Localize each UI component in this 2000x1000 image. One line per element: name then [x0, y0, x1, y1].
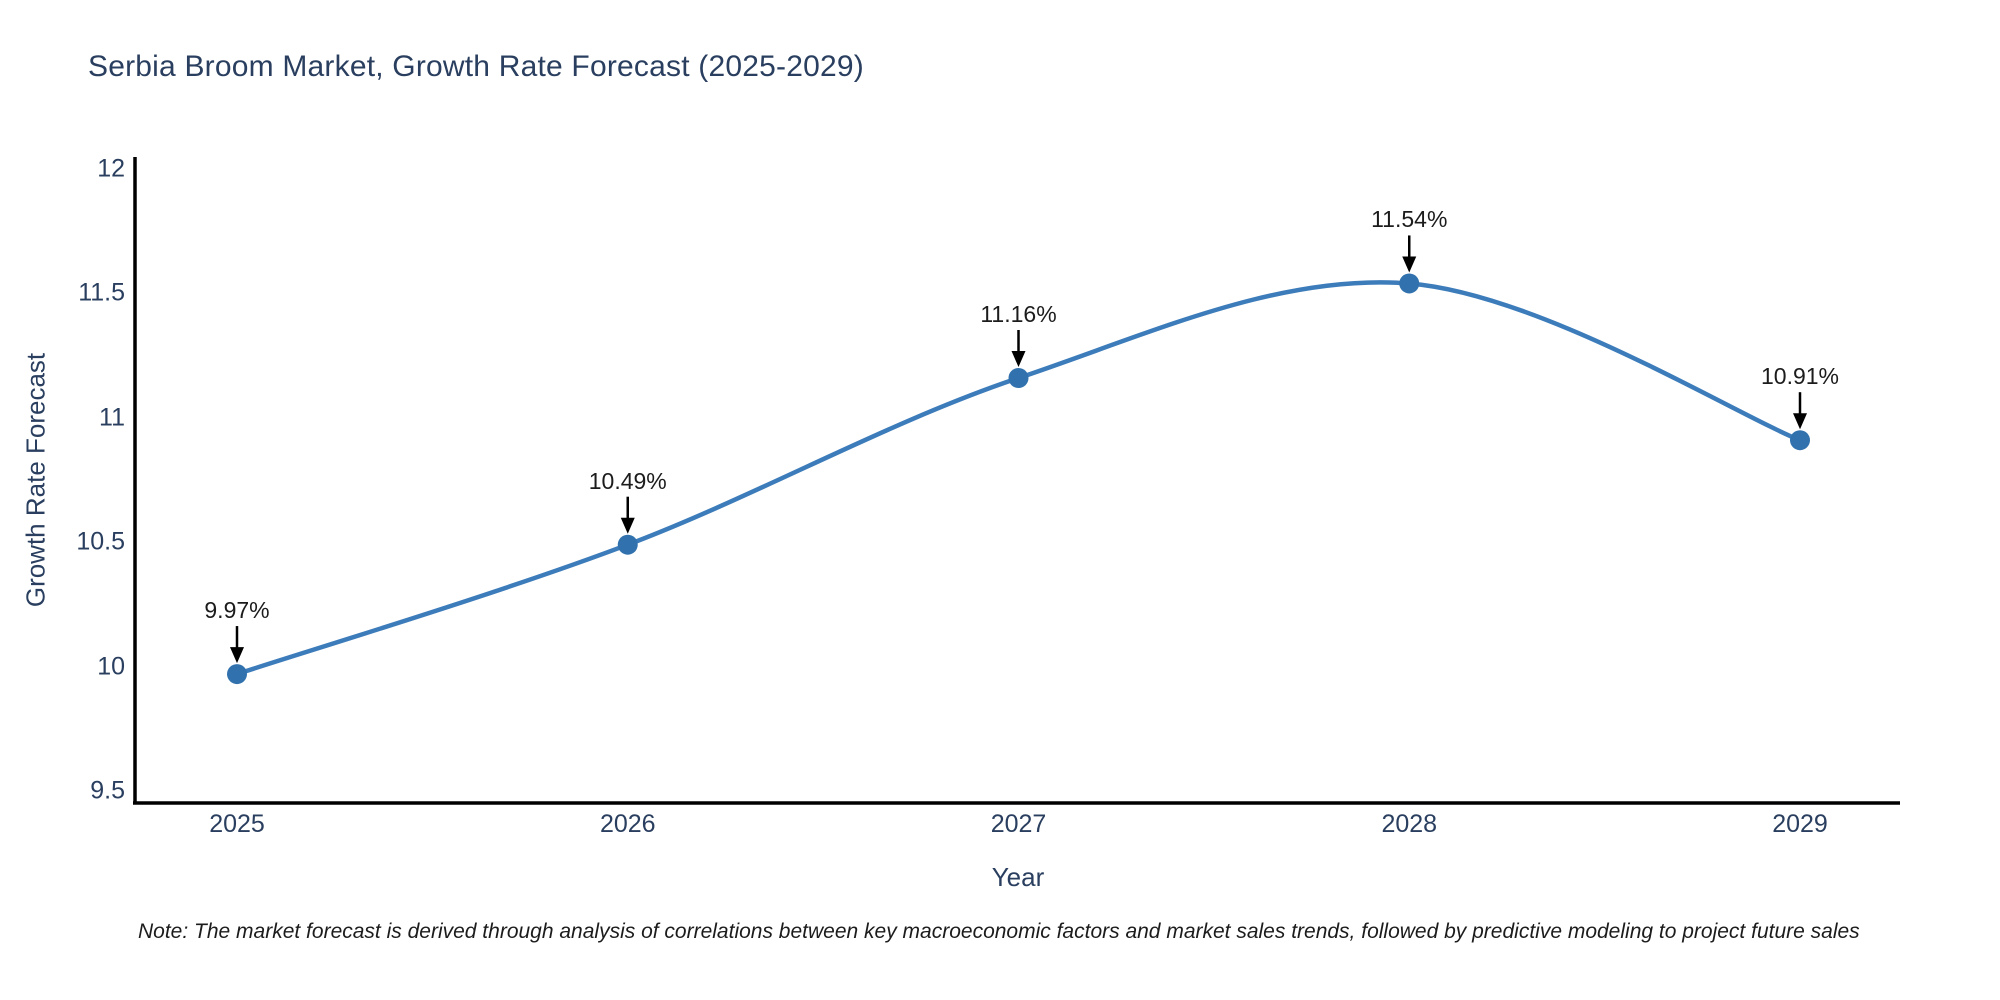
- annotation-arrow-head: [1793, 413, 1807, 430]
- data-point-marker: [1008, 367, 1029, 388]
- y-tick-label: 11.5: [78, 278, 125, 307]
- y-tick-label: 12: [97, 154, 125, 183]
- point-value-label: 10.91%: [1760, 363, 1840, 390]
- point-value-label: 11.16%: [980, 300, 1057, 327]
- footnote: Note: The market forecast is derived thr…: [138, 920, 1860, 943]
- y-tick-label: 10: [97, 652, 125, 681]
- annotation-arrow-head: [1011, 350, 1026, 367]
- data-point-marker: [1790, 430, 1810, 451]
- x-tick-label: 2026: [599, 810, 656, 838]
- data-point-marker: [617, 534, 638, 555]
- x-tick-label: 2028: [1381, 810, 1438, 838]
- y-tick-label: 11: [99, 403, 125, 432]
- x-tick-label: 2027: [990, 810, 1047, 838]
- data-point-marker: [227, 664, 247, 685]
- point-value-label: 10.49%: [588, 467, 667, 494]
- y-tick-label: 10.5: [76, 527, 125, 556]
- y-tick-label: 9.5: [90, 776, 125, 805]
- point-value-label: 9.97%: [204, 597, 270, 624]
- annotation-arrow-head: [620, 517, 635, 534]
- annotation-arrow-head: [1402, 256, 1417, 273]
- x-axis-title: Year: [991, 862, 1045, 892]
- data-point-marker: [1399, 273, 1420, 294]
- annotation-arrow-head: [230, 647, 244, 664]
- point-value-label: 11.54%: [1371, 206, 1448, 233]
- chart-title: Serbia Broom Market, Growth Rate Forecas…: [88, 50, 864, 83]
- x-tick-label: 2025: [209, 810, 265, 838]
- x-tick-label: 2029: [1772, 810, 1828, 838]
- y-axis-title: Growth Rate Forecast: [20, 352, 51, 608]
